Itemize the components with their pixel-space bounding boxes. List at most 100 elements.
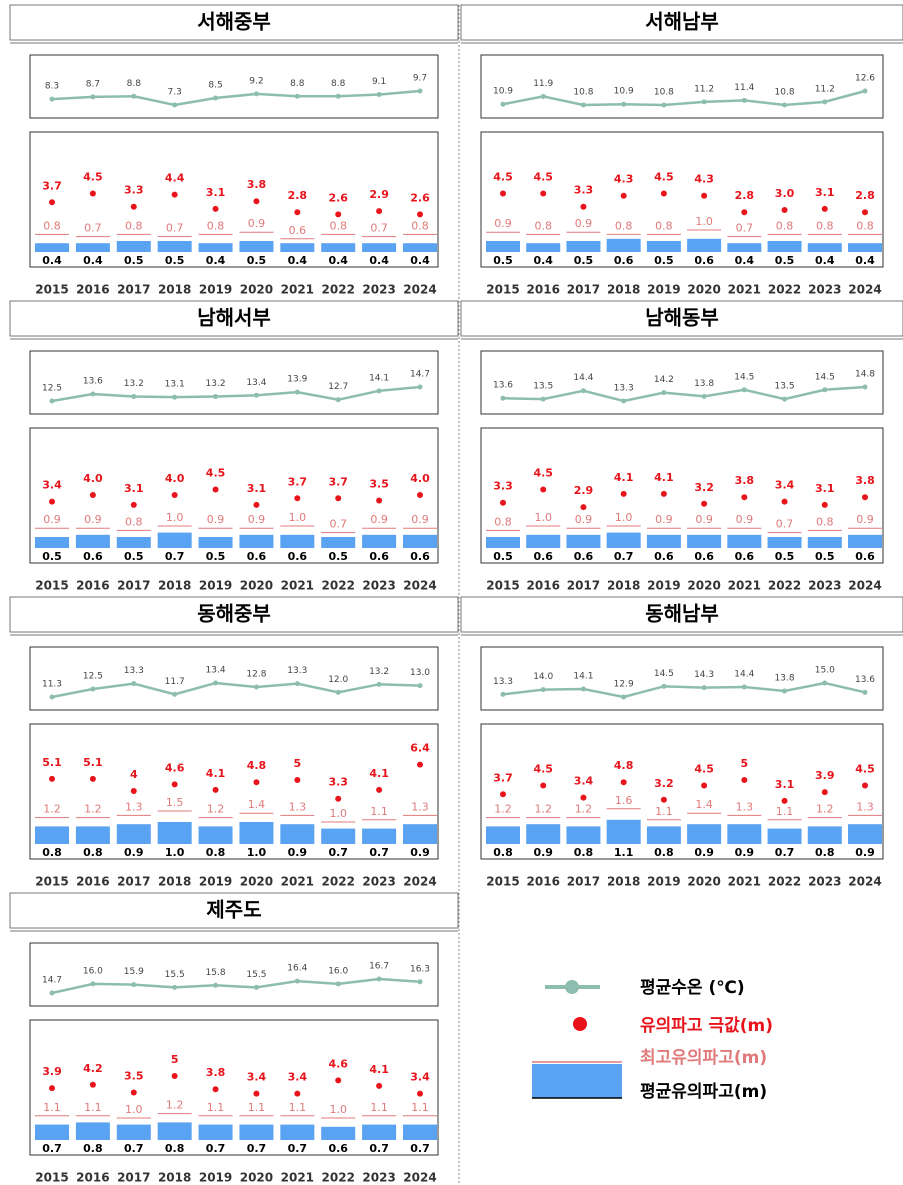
max-label: 1.3 xyxy=(856,800,874,813)
mean-label: 0.4 xyxy=(328,254,348,267)
mean-bar xyxy=(403,243,437,252)
mean-bar xyxy=(403,824,437,844)
temp-point xyxy=(213,680,219,686)
panel-title-band xyxy=(460,596,903,633)
temp-point xyxy=(661,683,667,689)
mean-bar xyxy=(403,534,437,548)
mean-label: 0.5 xyxy=(328,550,348,563)
temp-label: 15.5 xyxy=(165,970,185,980)
max-label: 0.8 xyxy=(856,219,874,232)
extreme-label: 3.4 xyxy=(247,1071,267,1084)
mean-bar xyxy=(35,537,69,548)
mean-bar xyxy=(848,824,882,844)
temp-point xyxy=(294,681,300,687)
max-label: 0.9 xyxy=(248,513,266,526)
temp-point xyxy=(335,93,341,99)
mean-bar xyxy=(807,826,842,844)
year-label: 2018 xyxy=(607,579,640,593)
mean-bar xyxy=(362,243,397,252)
legend-label: 최고유의파고(m) xyxy=(640,1048,767,1068)
extreme-label: 3.7 xyxy=(42,179,62,192)
extreme-label: 4.5 xyxy=(493,171,513,184)
panel-title: 동해중부 xyxy=(197,602,271,626)
temp-point xyxy=(253,984,259,990)
mean-label: 0.6 xyxy=(328,1142,348,1155)
mean-label: 0.8 xyxy=(574,846,594,859)
max-label: 1.1 xyxy=(248,1101,266,1114)
extreme-label: 4.6 xyxy=(328,1057,348,1070)
temp-point xyxy=(822,387,828,393)
extreme-label: 4.2 xyxy=(83,1062,103,1075)
legend-label: 평균수온 (℃) xyxy=(640,978,745,998)
max-label: 0.7 xyxy=(166,222,184,235)
temp-point xyxy=(335,397,341,403)
mean-bar xyxy=(198,826,233,844)
temp-point xyxy=(253,392,259,398)
extreme-dot xyxy=(294,209,301,216)
max-label: 1.1 xyxy=(655,805,673,818)
mean-label: 0.7 xyxy=(206,1142,226,1155)
mean-bar xyxy=(566,534,601,548)
mean-label: 0.5 xyxy=(42,550,62,563)
extreme-dot xyxy=(417,761,423,768)
mean-label: 0.5 xyxy=(574,254,594,267)
mean-bar xyxy=(687,238,722,252)
temp-label: 13.6 xyxy=(493,381,513,391)
extreme-dot xyxy=(500,791,506,798)
mean-label: 0.5 xyxy=(775,550,795,563)
temp-label: 14.7 xyxy=(42,976,62,986)
year-label: 2018 xyxy=(158,579,191,593)
extreme-dot xyxy=(335,795,342,802)
mean-bar xyxy=(321,828,356,844)
temp-label: 8.3 xyxy=(45,82,59,92)
mean-bar xyxy=(566,241,601,252)
mean-label: 0.9 xyxy=(124,846,144,859)
temp-point xyxy=(376,388,382,394)
mean-label: 0.6 xyxy=(83,550,103,563)
year-label: 2018 xyxy=(158,875,191,889)
max-label: 0.7 xyxy=(370,222,388,235)
temp-label: 15.0 xyxy=(815,666,835,676)
panel-title: 남해동부 xyxy=(645,306,719,330)
temp-label: 8.8 xyxy=(331,79,346,89)
extreme-dot xyxy=(130,1089,137,1096)
temp-point xyxy=(580,686,586,692)
year-label: 2024 xyxy=(403,1171,436,1185)
year-label: 2021 xyxy=(281,1171,314,1185)
temp-point xyxy=(335,689,341,695)
mean-bar xyxy=(280,1124,315,1140)
mean-label: 0.8 xyxy=(815,846,835,859)
max-label: 1.0 xyxy=(534,511,552,524)
max-label: 1.1 xyxy=(370,805,388,818)
temp-line xyxy=(502,89,866,107)
extreme-dot xyxy=(49,498,55,505)
max-label: 1.4 xyxy=(248,798,266,811)
max-label: 0.9 xyxy=(575,513,593,526)
extreme-label: 3.1 xyxy=(124,482,144,495)
mean-bar xyxy=(198,1124,233,1140)
max-label: 1.1 xyxy=(43,1101,61,1114)
extreme-dot xyxy=(417,1090,423,1097)
year-label: 2023 xyxy=(808,579,841,593)
temp-label: 13.6 xyxy=(83,377,103,387)
temp-label: 12.5 xyxy=(83,672,103,682)
extreme-label: 3.8 xyxy=(855,474,875,487)
year-label: 2022 xyxy=(322,579,355,593)
year-label: 2023 xyxy=(808,875,841,889)
max-label: 0.8 xyxy=(534,219,552,232)
extreme-label: 4.1 xyxy=(654,471,674,484)
max-label: 1.1 xyxy=(84,1101,102,1114)
temp-label: 13.3 xyxy=(124,666,144,676)
max-label: 1.2 xyxy=(84,803,102,816)
temp-label: 11.2 xyxy=(694,84,714,94)
temp-label: 12.8 xyxy=(246,670,266,680)
temp-label: 13.2 xyxy=(206,379,226,389)
wave-box xyxy=(29,723,439,860)
extreme-label: 2.9 xyxy=(574,484,594,497)
temp-point xyxy=(90,391,96,397)
year-label: 2024 xyxy=(403,875,436,889)
temp-label: 13.2 xyxy=(369,667,389,677)
panel-title-band xyxy=(9,892,459,929)
max-label: 1.4 xyxy=(695,798,713,811)
extreme-label: 4.3 xyxy=(614,173,634,186)
